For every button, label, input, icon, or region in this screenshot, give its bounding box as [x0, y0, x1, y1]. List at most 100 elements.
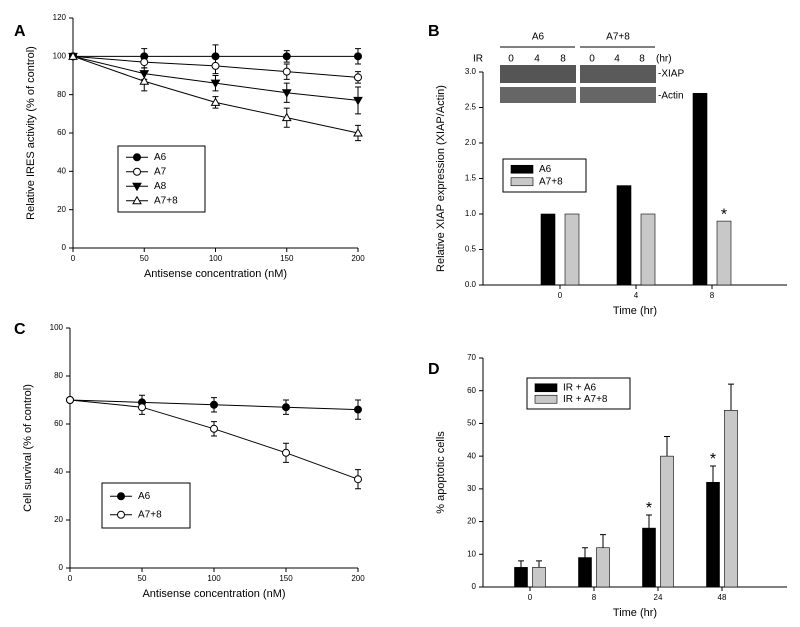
y-tick-label: 120 — [53, 13, 67, 22]
x-tick-label: 4 — [634, 291, 639, 300]
legend-marker — [117, 492, 125, 501]
y-axis-label: Relative IRES activity (% of control) — [25, 46, 37, 220]
blot-unit: (hr) — [656, 54, 672, 65]
legend-swatch — [510, 164, 534, 174]
marker — [353, 127, 363, 137]
legend-label: A6 — [138, 491, 151, 502]
error-bar — [710, 465, 716, 483]
marker — [354, 52, 362, 61]
bar — [724, 410, 738, 588]
legend-label: A6 — [154, 152, 167, 163]
marker — [66, 396, 74, 404]
bar — [578, 557, 592, 588]
marker — [210, 79, 221, 89]
x-tick-label: 8 — [710, 291, 715, 300]
x-tick-label: 150 — [279, 574, 293, 583]
blot-lane: 0 — [589, 54, 595, 65]
x-tick-label: 0 — [68, 574, 73, 583]
x-tick-label: 24 — [654, 593, 663, 602]
x-axis-label: Time (hr) — [613, 305, 657, 317]
legend-marker — [132, 195, 142, 205]
error-bar — [646, 514, 652, 529]
x-tick-label: 0 — [528, 593, 533, 602]
x-tick-label: 48 — [718, 593, 727, 602]
blot-band — [500, 65, 576, 83]
annotation: * — [646, 500, 652, 517]
bar — [692, 93, 708, 286]
legend-label: A7+8 — [539, 176, 563, 187]
x-axis-label: Antisense concentration (nM) — [144, 268, 287, 280]
marker — [68, 51, 78, 60]
x-tick-label: 100 — [207, 574, 221, 583]
bar — [540, 213, 556, 286]
y-tick-label: 20 — [467, 517, 476, 526]
marker — [282, 52, 291, 61]
marker — [210, 424, 218, 433]
legend-marker — [133, 167, 141, 176]
y-tick-label: 1.0 — [465, 209, 477, 218]
bar — [716, 220, 732, 286]
bar — [564, 213, 580, 286]
marker — [354, 475, 362, 484]
blot-group: A6 — [532, 32, 545, 43]
blot-lane: 4 — [614, 54, 620, 65]
error-bar — [600, 534, 606, 548]
blot-lane: 4 — [534, 54, 540, 65]
y-tick-label: 80 — [54, 371, 63, 380]
y-tick-label: 50 — [467, 419, 476, 428]
x-tick-label: 150 — [280, 254, 294, 263]
legend-swatch — [534, 383, 558, 393]
x-axis-label: Antisense concentration (nM) — [142, 588, 285, 600]
y-tick-label: 0 — [472, 582, 477, 591]
panel-letter: D — [428, 361, 440, 378]
marker — [354, 73, 362, 82]
x-axis-label: Time (hr) — [613, 607, 657, 619]
legend-label: IR + A7+8 — [563, 394, 608, 405]
bar — [706, 482, 720, 588]
blot-lane: 0 — [508, 54, 514, 65]
y-tick-label: 30 — [467, 484, 476, 493]
bar — [616, 185, 632, 286]
x-tick-label: 50 — [138, 574, 147, 583]
marker — [138, 403, 146, 412]
marker — [210, 97, 221, 106]
y-tick-label: 0.5 — [465, 245, 477, 254]
marker — [140, 58, 149, 67]
x-tick-label: 200 — [351, 254, 365, 263]
bar — [514, 567, 528, 588]
panel-letter: B — [428, 23, 440, 40]
marker — [282, 67, 291, 76]
legend-swatch — [510, 177, 534, 187]
y-tick-label: 70 — [467, 353, 476, 362]
error-bar — [582, 547, 588, 558]
blot-band — [580, 65, 656, 83]
y-tick-label: 100 — [53, 51, 67, 60]
x-tick-label: 100 — [209, 254, 223, 263]
y-tick-label: 2.0 — [465, 138, 477, 147]
panel-letter: A — [14, 23, 26, 40]
legend-marker — [117, 510, 125, 519]
legend-box — [526, 377, 631, 410]
blot-lane: 8 — [639, 54, 645, 65]
y-tick-label: 40 — [57, 166, 66, 175]
y-tick-label: 40 — [467, 451, 476, 460]
legend-box — [101, 482, 191, 529]
bar — [640, 213, 656, 286]
y-tick-label: 0 — [59, 563, 64, 572]
y-tick-label: 80 — [57, 90, 66, 99]
blot-group: A7+8 — [606, 32, 630, 43]
panel-letter: C — [14, 321, 26, 338]
y-axis-label: Cell survival (% of control) — [22, 384, 34, 512]
marker — [281, 89, 292, 98]
blot-band-label: -Actin — [658, 91, 684, 102]
bar — [660, 455, 674, 588]
y-tick-label: 0.0 — [465, 280, 477, 289]
legend-box — [502, 158, 587, 193]
blot-band-label: -XIAP — [658, 69, 684, 80]
error-bar — [664, 436, 670, 457]
marker — [282, 403, 290, 412]
y-axis-label: % apoptotic cells — [435, 431, 447, 514]
error-bar — [518, 560, 524, 568]
y-tick-label: 100 — [50, 323, 64, 332]
